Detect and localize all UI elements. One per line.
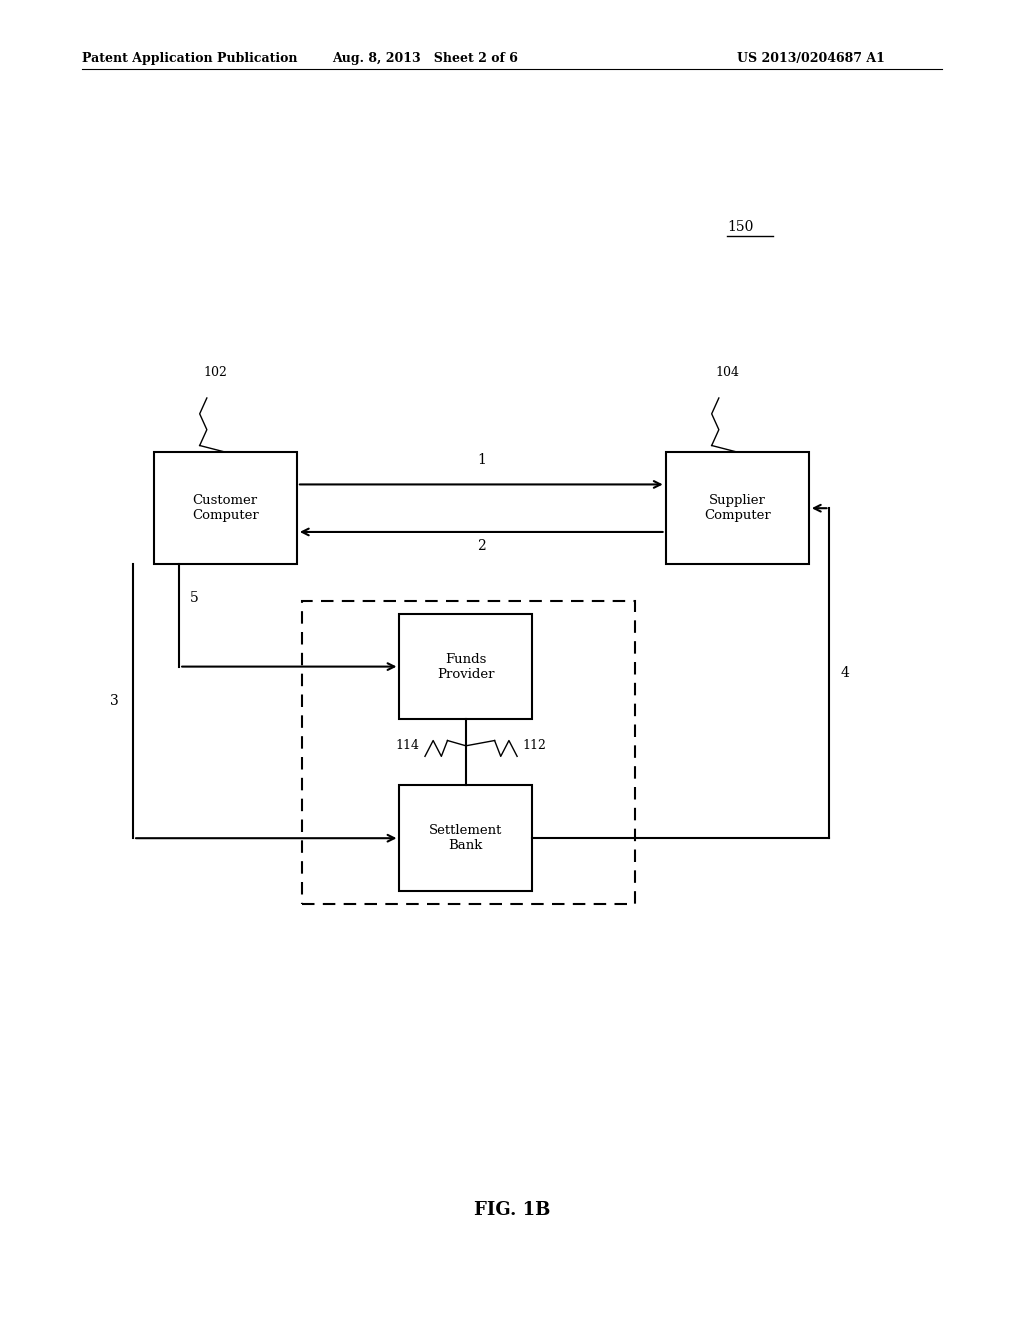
Text: 112: 112 (522, 739, 546, 752)
Text: Aug. 8, 2013   Sheet 2 of 6: Aug. 8, 2013 Sheet 2 of 6 (332, 51, 518, 65)
Bar (302, 601, 635, 904)
Text: 5: 5 (190, 591, 199, 605)
Text: 1: 1 (477, 453, 485, 467)
Bar (399, 785, 532, 891)
Text: Customer
Computer: Customer Computer (191, 494, 259, 523)
Text: FIG. 1B: FIG. 1B (474, 1201, 550, 1220)
Bar (666, 451, 809, 565)
Text: 4: 4 (841, 667, 849, 680)
Text: 2: 2 (477, 539, 485, 553)
Text: US 2013/0204687 A1: US 2013/0204687 A1 (737, 51, 885, 65)
Text: 104: 104 (715, 367, 739, 380)
Bar (399, 614, 532, 719)
Text: 150: 150 (727, 219, 754, 234)
Text: 102: 102 (203, 367, 227, 380)
Text: Patent Application Publication: Patent Application Publication (82, 51, 297, 65)
Text: Settlement
Bank: Settlement Bank (429, 824, 503, 853)
Bar (154, 451, 297, 565)
Text: Supplier
Computer: Supplier Computer (703, 494, 771, 523)
Text: 114: 114 (396, 739, 420, 752)
Text: 3: 3 (111, 694, 119, 709)
Text: Funds
Provider: Funds Provider (437, 652, 495, 681)
